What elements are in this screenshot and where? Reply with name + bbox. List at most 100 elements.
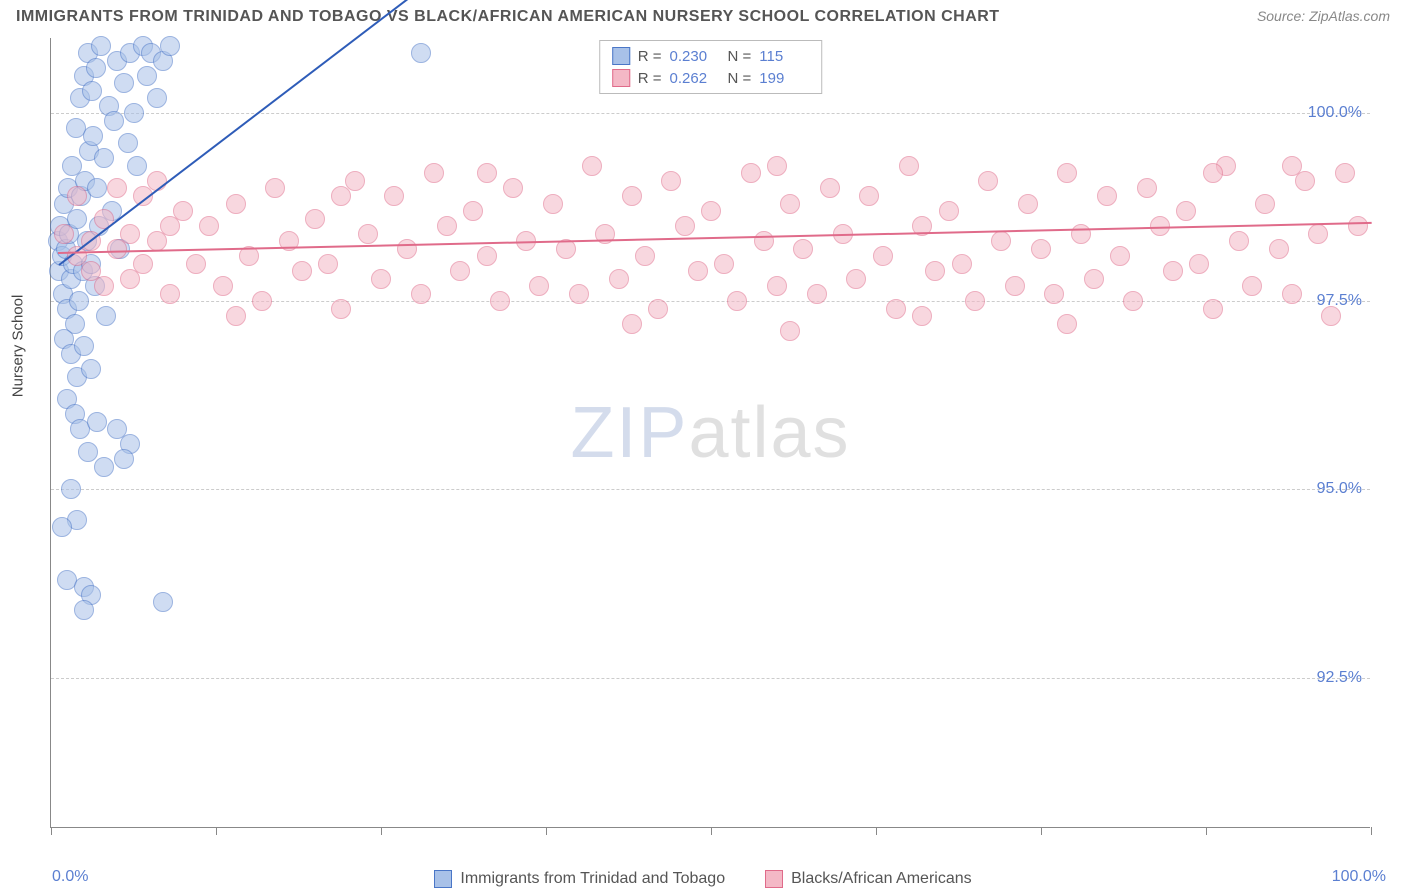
x-tick xyxy=(711,827,712,835)
data-point xyxy=(1269,239,1289,259)
data-point xyxy=(701,201,721,221)
data-point xyxy=(991,231,1011,251)
x-tick xyxy=(876,827,877,835)
y-tick-label: 100.0% xyxy=(1308,104,1362,122)
r-value: 0.262 xyxy=(670,70,720,87)
data-point xyxy=(1123,291,1143,311)
data-point xyxy=(358,224,378,244)
data-point xyxy=(886,299,906,319)
data-point xyxy=(424,163,444,183)
data-point xyxy=(133,254,153,274)
data-point xyxy=(305,209,325,229)
source-attribution: Source: ZipAtlas.com xyxy=(1257,8,1390,24)
data-point xyxy=(1255,194,1275,214)
x-tick xyxy=(1041,827,1042,835)
data-point xyxy=(675,216,695,236)
data-point xyxy=(1203,163,1223,183)
data-point xyxy=(1018,194,1038,214)
legend-swatch xyxy=(612,69,630,87)
data-point xyxy=(622,314,642,334)
data-point xyxy=(411,43,431,63)
data-point xyxy=(94,276,114,296)
x-tick xyxy=(1206,827,1207,835)
legend-swatch xyxy=(434,870,452,888)
gridline xyxy=(51,489,1370,490)
data-point xyxy=(463,201,483,221)
data-point xyxy=(67,186,87,206)
data-point xyxy=(939,201,959,221)
n-value: 115 xyxy=(759,48,809,65)
data-point xyxy=(160,36,180,56)
data-point xyxy=(859,186,879,206)
n-label: N = xyxy=(728,70,752,87)
data-point xyxy=(978,171,998,191)
data-point xyxy=(1308,224,1328,244)
data-point xyxy=(820,178,840,198)
series-legend: Immigrants from Trinidad and Tobago Black… xyxy=(0,870,1406,888)
data-point xyxy=(450,261,470,281)
data-point xyxy=(437,216,457,236)
data-point xyxy=(147,88,167,108)
data-point xyxy=(846,269,866,289)
data-point xyxy=(1097,186,1117,206)
data-point xyxy=(371,269,391,289)
data-point xyxy=(61,479,81,499)
data-point xyxy=(807,284,827,304)
x-tick xyxy=(216,827,217,835)
gridline xyxy=(51,301,1370,302)
data-point xyxy=(96,306,116,326)
legend-item: Immigrants from Trinidad and Tobago xyxy=(434,870,725,888)
legend-item: Blacks/African Americans xyxy=(765,870,972,888)
data-point xyxy=(265,178,285,198)
data-point xyxy=(384,186,404,206)
legend-swatch xyxy=(612,47,630,65)
data-point xyxy=(1348,216,1368,236)
data-point xyxy=(87,178,107,198)
trend-line xyxy=(58,0,434,265)
data-point xyxy=(635,246,655,266)
data-point xyxy=(107,178,127,198)
data-point xyxy=(74,336,94,356)
data-point xyxy=(622,186,642,206)
data-point xyxy=(1071,224,1091,244)
series-name: Immigrants from Trinidad and Tobago xyxy=(460,870,725,888)
data-point xyxy=(1044,284,1064,304)
data-point xyxy=(1084,269,1104,289)
data-point xyxy=(81,359,101,379)
data-point xyxy=(1242,276,1262,296)
data-point xyxy=(688,261,708,281)
data-point xyxy=(213,276,233,296)
data-point xyxy=(87,412,107,432)
data-point xyxy=(137,66,157,86)
x-tick xyxy=(381,827,382,835)
y-tick-label: 97.5% xyxy=(1317,292,1362,310)
data-point xyxy=(153,592,173,612)
y-axis-label: Nursery School xyxy=(10,295,27,398)
data-point xyxy=(925,261,945,281)
data-point xyxy=(94,457,114,477)
data-point xyxy=(1176,201,1196,221)
data-point xyxy=(82,81,102,101)
data-point xyxy=(1163,261,1183,281)
data-point xyxy=(397,239,417,259)
y-tick-label: 92.5% xyxy=(1317,669,1362,687)
data-point xyxy=(104,111,124,131)
chart-title: IMMIGRANTS FROM TRINIDAD AND TOBAGO VS B… xyxy=(16,8,1000,26)
data-point xyxy=(52,517,72,537)
data-point xyxy=(661,171,681,191)
data-point xyxy=(912,306,932,326)
data-point xyxy=(952,254,972,274)
data-point xyxy=(965,291,985,311)
data-point xyxy=(1282,284,1302,304)
data-point xyxy=(118,133,138,153)
data-point xyxy=(160,216,180,236)
data-point xyxy=(1005,276,1025,296)
data-point xyxy=(582,156,602,176)
data-point xyxy=(503,178,523,198)
data-point xyxy=(1203,299,1223,319)
data-point xyxy=(477,246,497,266)
data-point xyxy=(86,58,106,78)
data-point xyxy=(780,321,800,341)
legend-row: R =0.230N =115 xyxy=(612,45,810,67)
data-point xyxy=(1110,246,1130,266)
